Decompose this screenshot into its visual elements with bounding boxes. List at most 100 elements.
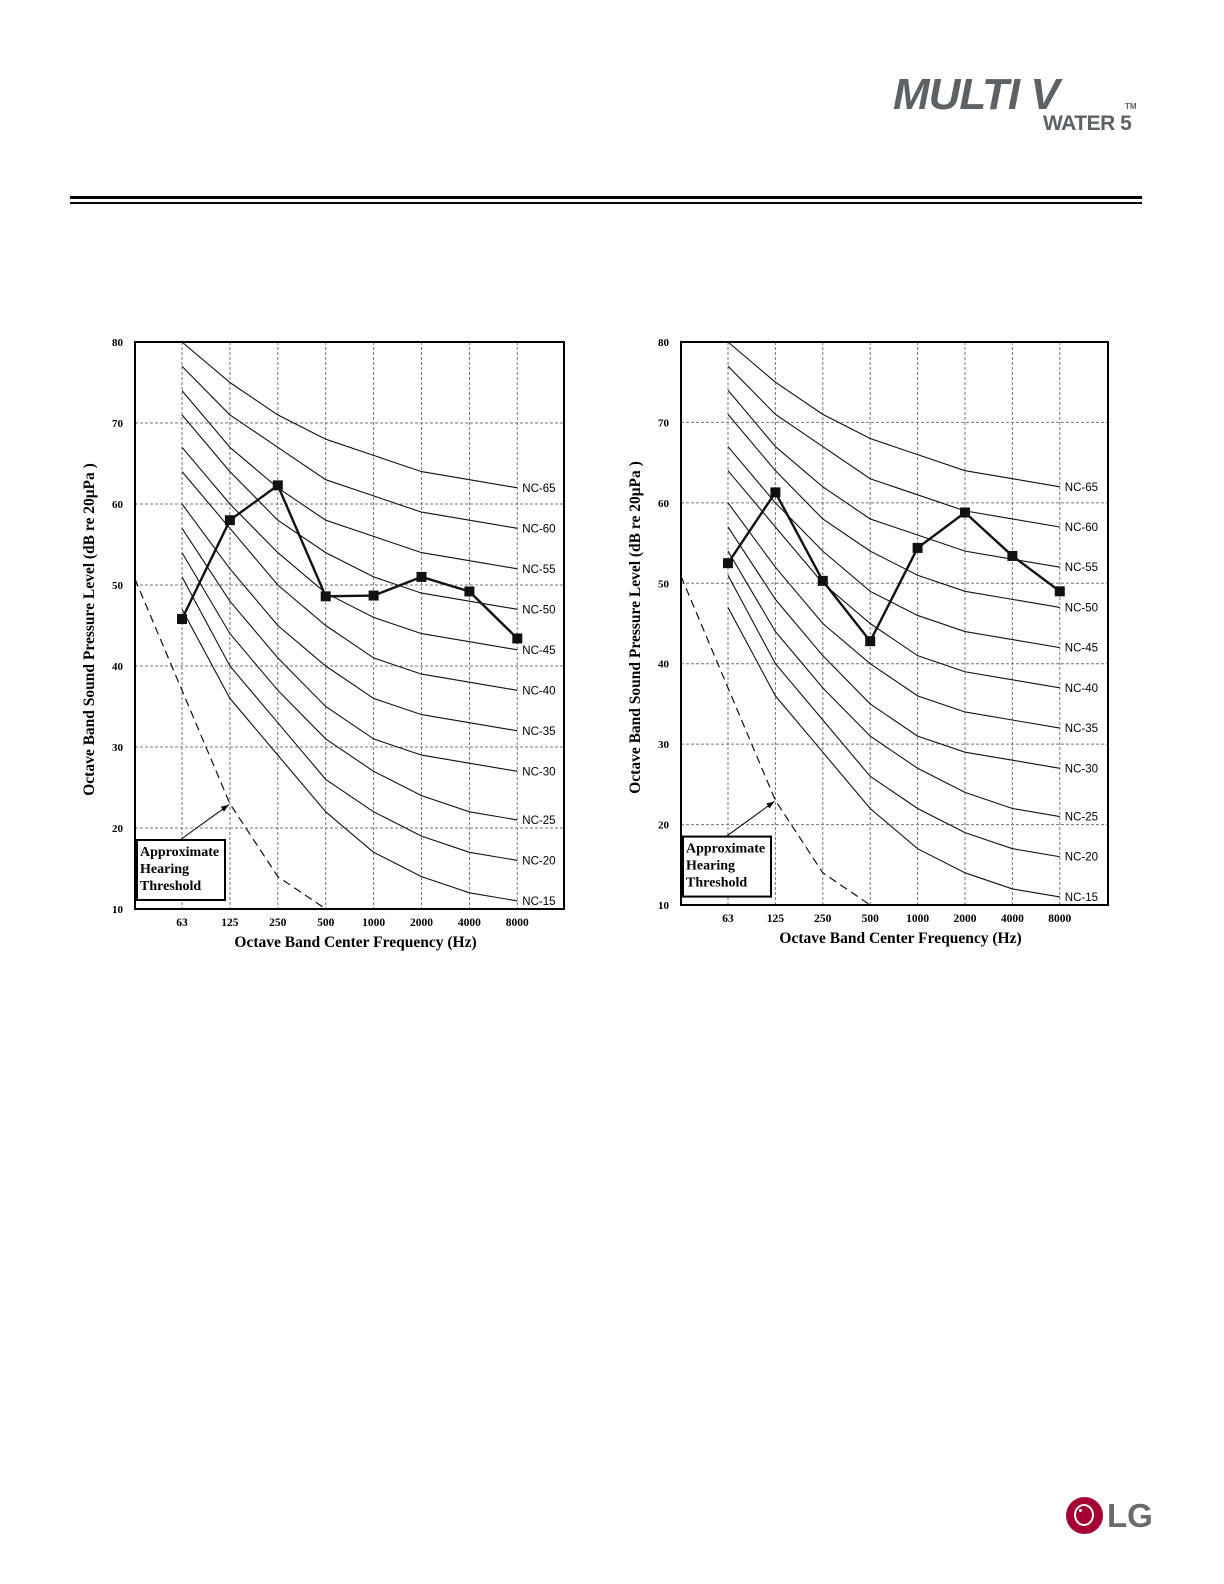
measured-series-point [177, 614, 187, 625]
threshold-arrow-head [220, 804, 229, 812]
nc-curve-label: NC-30 [1065, 763, 1098, 775]
nc-curve-label: NC-55 [522, 564, 555, 576]
threshold-arrow-head [766, 801, 775, 809]
x-tick-label: 2000 [954, 913, 977, 925]
measured-series-point [368, 590, 379, 601]
nc-curve-label: NC-55 [1065, 562, 1098, 574]
nc-curve-label: NC-60 [1065, 522, 1098, 534]
nc-curve-label: NC-25 [522, 815, 555, 827]
nc-curve-label: NC-35 [1065, 723, 1098, 735]
y-tick-label: 10 [112, 904, 124, 916]
threshold-label-text: Approximate [686, 842, 765, 857]
x-tick-label: 1000 [906, 913, 929, 925]
measured-series-point [865, 636, 876, 647]
nc-curve [181, 471, 518, 691]
measured-series-point [1054, 586, 1065, 597]
threshold-label-text: Hearing [140, 862, 189, 877]
nc-curve [181, 503, 518, 732]
nc-curve-label: NC-45 [522, 645, 555, 657]
x-tick-label: 500 [862, 913, 880, 925]
nc-curve [181, 365, 518, 529]
nc-chart-left-svg: 10 20 30 40 50 60 70 80 63 125 250 500 1000 2000 4000 8… [81, 337, 565, 951]
y-tick-label: 10 [658, 900, 670, 912]
nc-curve-label: NC-25 [1065, 812, 1098, 824]
nc-curve [727, 526, 1060, 769]
header-rule-thick [70, 196, 1142, 199]
y-tick-label: 40 [658, 659, 670, 671]
nc-chart-left: 10 20 30 40 50 60 70 80 63 125 250 500 1000 2000 4000 8… [76, 330, 576, 960]
logo-text: MULTI V [893, 70, 1060, 119]
y-tick-label: 50 [658, 578, 670, 590]
header-rule-thin [70, 202, 1142, 204]
x-tick-label: 250 [269, 917, 287, 929]
y-tick-label: 60 [658, 498, 670, 510]
measured-series-point [320, 591, 331, 602]
x-tick-label: 2000 [410, 917, 433, 929]
y-axis-label: Octave Band Sound Pressure Level (dB re … [81, 463, 98, 796]
threshold-arrow-line [725, 801, 775, 837]
y-tick-label: 30 [658, 739, 670, 751]
y-tick-label: 70 [658, 417, 670, 429]
y-tick-label: 20 [658, 820, 670, 832]
nc-curve [181, 390, 518, 570]
x-tick-label: 250 [814, 913, 832, 925]
nc-curves: NC-65 NC-60 NC-55 NC-50 NC-45 NC-40 NC-35 NC-30… [727, 341, 1098, 904]
nc-curve [727, 414, 1060, 608]
nc-curve-label: NC-35 [522, 726, 555, 738]
plot-frame [134, 341, 565, 910]
lg-logo: LG [1066, 1497, 1153, 1537]
threshold-arrow-line [179, 804, 230, 841]
nc-curve-label: NC-40 [522, 685, 555, 697]
x-tick-label: 63 [722, 913, 734, 925]
nc-curve [727, 574, 1060, 858]
nc-curve-label: NC-15 [1065, 892, 1098, 904]
measured-series-line [727, 490, 1061, 644]
threshold-label-text: Threshold [140, 879, 201, 894]
y-tick-label: 50 [112, 580, 124, 592]
x-tick-label: 63 [176, 917, 188, 929]
plot-frame [680, 341, 1109, 906]
y-tick-label: 80 [658, 337, 670, 349]
nc-curve-label: NC-40 [1065, 683, 1098, 695]
nc-curve-label: NC-45 [1065, 643, 1098, 655]
hearing-threshold-line [134, 578, 327, 910]
measured-series-point [464, 586, 475, 597]
nc-curve [727, 389, 1060, 568]
measured-series-point [224, 515, 235, 526]
nc-curve [727, 446, 1060, 649]
nc-curve-label: NC-50 [1065, 602, 1098, 614]
logo-subtitle: WATER 5 [1043, 112, 1132, 135]
x-tick-label: 8000 [506, 917, 529, 929]
nc-curve [727, 470, 1060, 689]
threshold-label-box [136, 839, 226, 901]
threshold-label-text: Approximate [140, 845, 219, 860]
nc-curve [181, 552, 518, 821]
nc-curve [181, 527, 518, 772]
nc-curve-label: NC-60 [522, 523, 555, 535]
nc-curve [727, 607, 1060, 898]
nc-curve [727, 502, 1060, 729]
x-tick-label: 4000 [1001, 913, 1024, 925]
y-tick-label: 20 [112, 823, 124, 835]
nc-curve [727, 341, 1060, 488]
threshold-label-text: Hearing [686, 859, 735, 874]
measured-series-point [723, 558, 733, 569]
measured-series-point [512, 633, 523, 644]
nc-curve [181, 341, 518, 489]
measured-series-line [180, 483, 519, 640]
nc-curve [181, 414, 518, 610]
nc-curve-label: NC-65 [1065, 482, 1098, 494]
grid [681, 342, 1108, 905]
measured-series-point [960, 507, 970, 518]
x-tick-label: 1000 [362, 917, 385, 929]
x-tick-label: 125 [221, 917, 239, 929]
nc-curve-label: NC-50 [522, 604, 555, 616]
y-tick-label: 80 [112, 337, 124, 349]
hearing-threshold-line [680, 575, 871, 906]
logo-trademark: TM [1125, 102, 1137, 111]
y-tick-label: 30 [112, 742, 124, 754]
nc-curve [727, 365, 1060, 528]
nc-curves: NC-65 NC-60 NC-55 NC-50 NC-45 NC-40 NC-35 NC-30… [181, 341, 556, 908]
multi-v-water-5-logo: MULTI V TM WATER 5 [893, 72, 1148, 142]
nc-curve-label: NC-65 [522, 483, 555, 495]
